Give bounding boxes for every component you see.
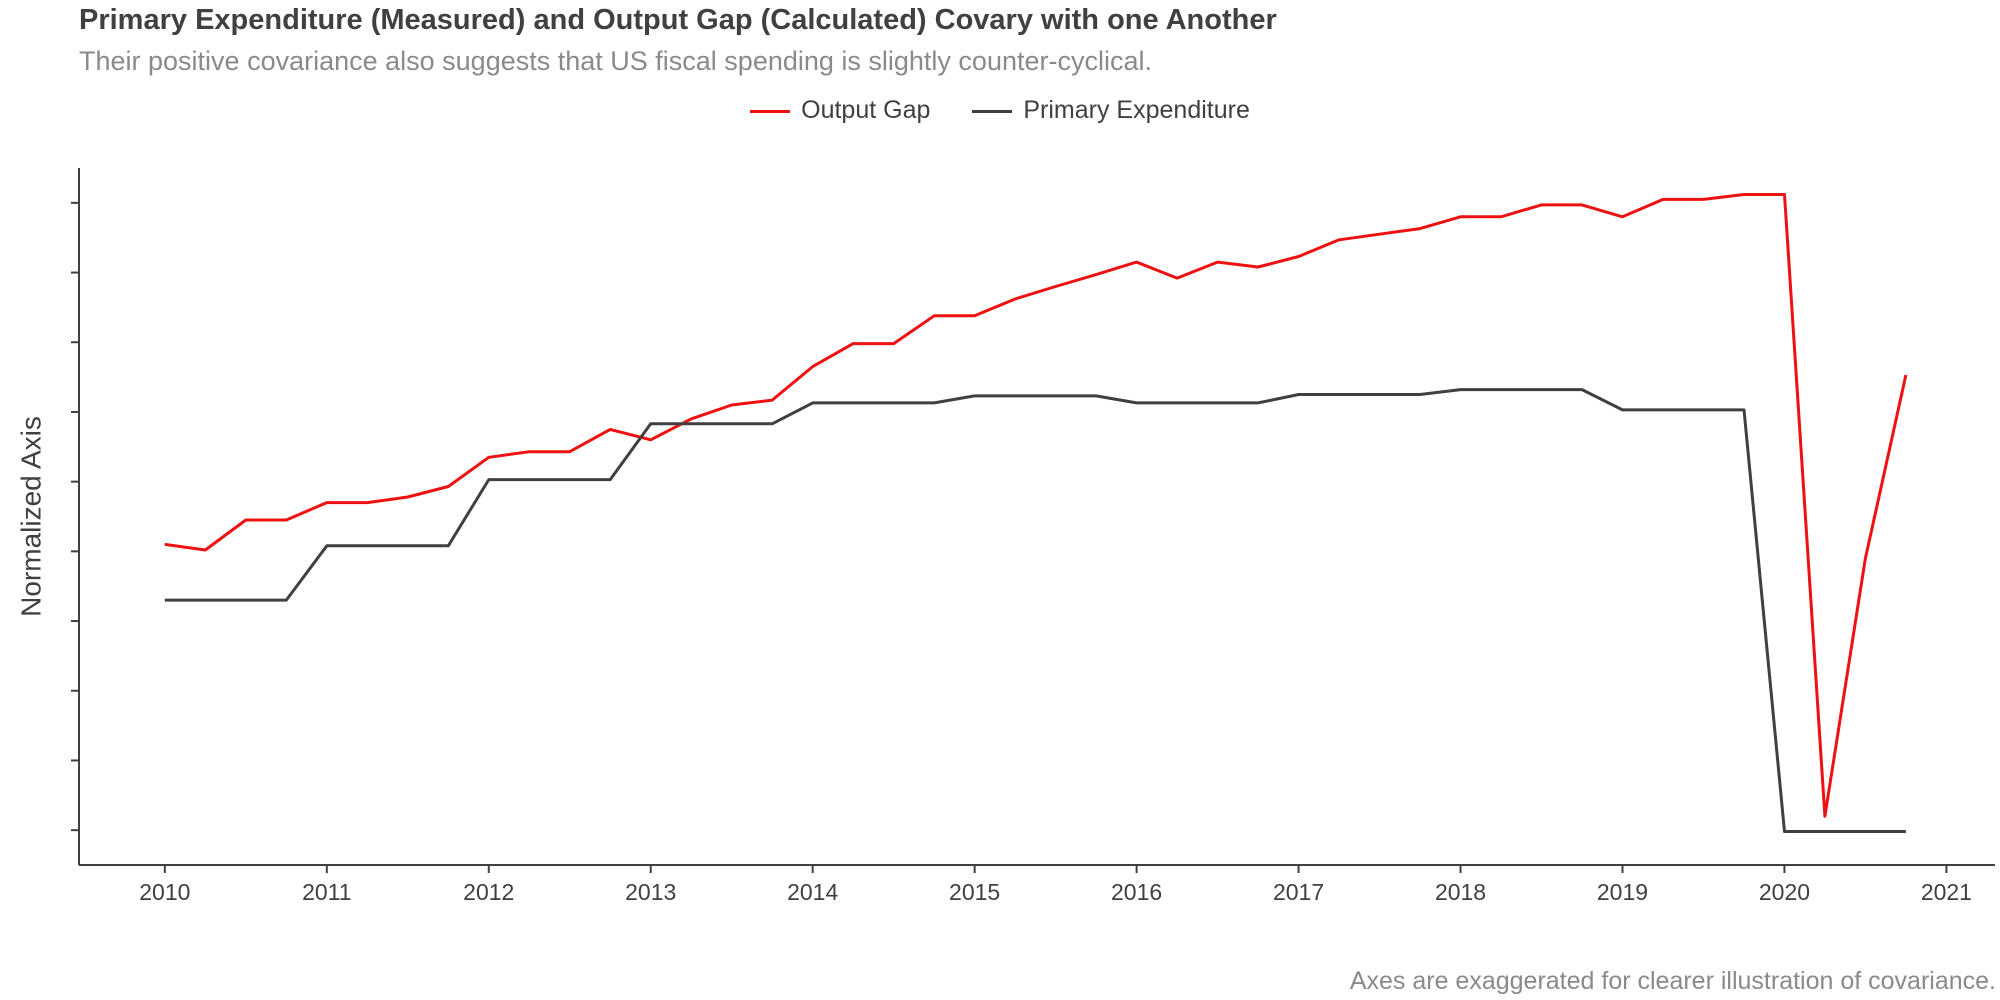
series-layer — [164, 193, 1908, 833]
series-line-primary-expenditure — [164, 388, 1906, 833]
x-tick-label: 2018 — [1435, 879, 1486, 905]
x-tick-label: 2015 — [949, 879, 1000, 905]
x-tick-label: 2020 — [1759, 879, 1810, 905]
legend-swatch-output-gap — [750, 110, 791, 113]
chart-title: Primary Expenditure (Measured) and Outpu… — [79, 4, 1277, 36]
legend-label-output-gap: Output Gap — [801, 96, 931, 124]
legend: Output Gap Primary Expenditure — [0, 96, 2000, 125]
legend-label-primary-expenditure: Primary Expenditure — [1023, 96, 1250, 124]
chart-caption: Axes are exaggerated for clearer illustr… — [1349, 967, 1996, 995]
axes: 2010 2011 2012 2013 2014 2015 2016 2017 2018 2019… — [71, 168, 1995, 905]
chart-subtitle: Their positive covariance also suggests … — [79, 46, 1152, 76]
series-line-output-gap — [164, 193, 1908, 818]
x-tick-label: 2011 — [302, 879, 351, 905]
x-tick-label: 2019 — [1597, 879, 1648, 905]
x-tick-label: 2017 — [1273, 879, 1324, 905]
x-tick-label: 2012 — [463, 879, 514, 905]
x-tick-label: 2021 — [1921, 879, 1972, 905]
x-tick-label: 2014 — [787, 879, 838, 905]
legend-swatch-primary-expenditure — [972, 110, 1013, 113]
x-tick-label: 2013 — [625, 879, 676, 905]
x-tick-label: 2010 — [139, 879, 190, 905]
legend-item-primary-expenditure: Primary Expenditure — [972, 96, 1250, 125]
y-axis-label: Normalized Axis — [15, 416, 46, 617]
x-tick-label: 2016 — [1111, 879, 1162, 905]
legend-item-output-gap: Output Gap — [750, 96, 930, 125]
